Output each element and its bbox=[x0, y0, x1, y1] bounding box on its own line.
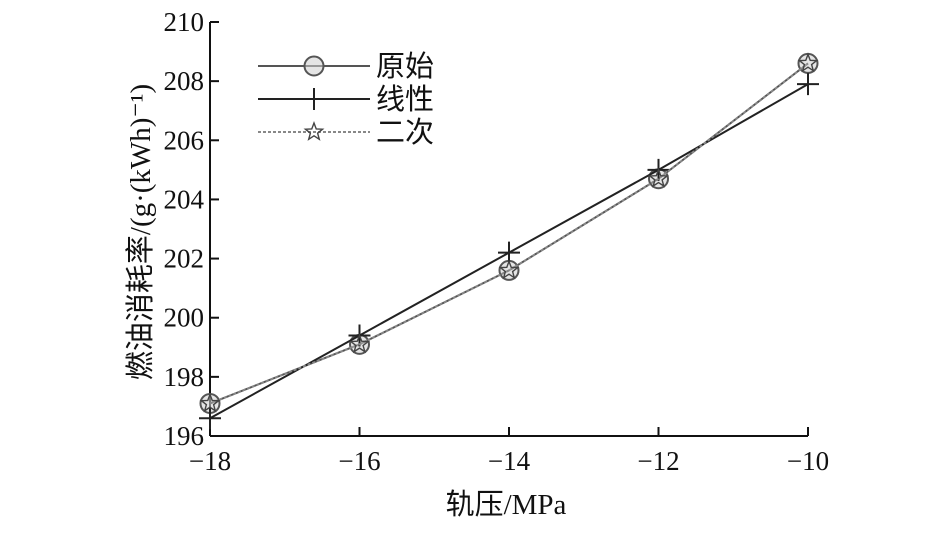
x-axis-title: 轨压/MPa bbox=[446, 488, 567, 521]
axes: 196 198 200 202 204 206 208 210 −18 −16 −14 −12 −10 bbox=[164, 7, 830, 476]
y-tick-label: 196 bbox=[164, 421, 205, 451]
legend-label: 二次 bbox=[376, 116, 434, 149]
y-tick-label: 200 bbox=[164, 303, 205, 333]
x-tick-label: −12 bbox=[637, 446, 679, 476]
x-tick-label: −10 bbox=[787, 446, 829, 476]
series-line bbox=[209, 62, 809, 405]
legend-item: 线性 bbox=[258, 83, 434, 116]
x-tick-label: −18 bbox=[189, 446, 231, 476]
legend-item: 原始 bbox=[258, 50, 434, 83]
y-tick-label: 210 bbox=[164, 7, 205, 37]
y-tick-label: 198 bbox=[164, 362, 205, 392]
data-point-circle bbox=[797, 52, 819, 74]
y-tick-label: 208 bbox=[164, 66, 205, 96]
legend-item: 二次 bbox=[258, 116, 434, 149]
data-point-star bbox=[199, 392, 221, 413]
legend-marker-plus bbox=[303, 88, 325, 110]
legend-label: 线性 bbox=[376, 83, 434, 116]
series-3 bbox=[199, 52, 819, 413]
legend-marker-circle bbox=[303, 55, 325, 77]
legend-marker-star bbox=[303, 121, 325, 141]
data-point-plus bbox=[797, 73, 819, 96]
y-tick-label: 202 bbox=[164, 244, 205, 274]
data-point-plus bbox=[199, 407, 221, 430]
y-tick-label: 206 bbox=[164, 125, 205, 155]
data-point-star bbox=[648, 167, 669, 188]
series-line bbox=[209, 62, 809, 405]
legend-label: 原始 bbox=[376, 50, 434, 83]
series-1 bbox=[199, 52, 819, 414]
data-point-star bbox=[797, 52, 819, 73]
data-point-star bbox=[498, 259, 520, 280]
series-layer bbox=[199, 52, 819, 430]
y-tick-label: 204 bbox=[164, 184, 205, 214]
y-axis-title: 燃油消耗率/(g·(kWh)⁻¹) bbox=[124, 84, 157, 380]
x-tick-label: −14 bbox=[488, 446, 531, 476]
data-point-star bbox=[349, 333, 370, 354]
x-tick-label: −16 bbox=[338, 446, 380, 476]
